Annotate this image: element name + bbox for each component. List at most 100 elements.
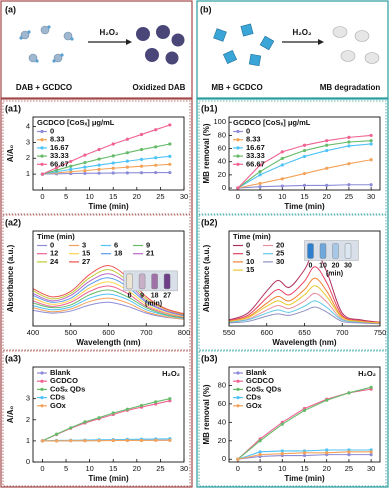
legend-marker (236, 371, 240, 375)
marker (280, 422, 284, 426)
legend-title: Time (min) (233, 232, 271, 241)
marker (302, 143, 307, 147)
marker (111, 161, 115, 165)
marker (369, 158, 373, 162)
schematic-text: MB + GCDCO (211, 83, 262, 92)
x-tick-label: 25 (345, 192, 353, 201)
schematic-text: DAB + GCDCO (16, 83, 72, 92)
marker (258, 173, 262, 177)
marker (347, 453, 351, 457)
legend-label: 33.33 (50, 151, 69, 160)
x-tick-label: 700 (336, 328, 349, 337)
legend-marker (236, 396, 240, 400)
y-tick-label: 0 (222, 454, 226, 463)
degraded-mb (332, 26, 380, 64)
y-axis-label: A/A₀ (6, 405, 15, 423)
marker (302, 453, 307, 458)
marker (69, 159, 73, 164)
marker (302, 183, 307, 187)
mb-molecules (213, 23, 275, 67)
y-tick-label: 4 (26, 122, 30, 131)
marker (302, 154, 307, 159)
y-tick-label: 60 (218, 144, 226, 153)
marker (325, 448, 329, 452)
series-line (32, 273, 185, 316)
legend-label: 0 (246, 126, 250, 135)
marker (97, 416, 101, 420)
marker (168, 154, 172, 158)
legend-marker (236, 154, 240, 158)
legend-title: Time (min) (37, 232, 75, 241)
legend-label: 21 (146, 249, 154, 258)
x-tick-label: 20 (323, 464, 331, 473)
marker (83, 169, 87, 173)
legend-marker (40, 396, 44, 400)
marker (97, 147, 101, 152)
marker (280, 163, 284, 167)
marker (111, 438, 115, 443)
x-tick-label: 15 (300, 192, 308, 201)
inset-label: 18 (151, 293, 159, 300)
marker (258, 181, 262, 186)
marker (280, 150, 284, 154)
x-tick-label: 30 (180, 464, 188, 473)
legend-label: 0 (50, 240, 54, 249)
marker (83, 165, 87, 169)
y-axis-label: MB removal (%) (202, 384, 211, 444)
annotation: H₂O₂ (358, 369, 376, 378)
legend-marker (236, 146, 240, 150)
inset-label: 27 (163, 293, 171, 300)
x-tick-label: 25 (156, 192, 164, 201)
x-tick-label: 10 (85, 464, 93, 473)
legend-label: CDs (246, 393, 261, 402)
y-axis-label: Absorbance (a.u.) (202, 244, 211, 312)
y-tick-label: 20 (218, 170, 226, 179)
marker (139, 147, 144, 152)
marker (369, 142, 373, 146)
legend-marker (236, 129, 240, 134)
frame (196, 0, 389, 99)
marker (168, 162, 172, 166)
x-tick-label: 800 (178, 328, 191, 337)
marker (125, 151, 129, 155)
marker (302, 408, 307, 412)
legend-title: GCDCO [CoSₓ] μg/mL (233, 118, 311, 127)
reagent: H₂O₂ (99, 28, 119, 37)
marker (154, 163, 158, 167)
marker (139, 403, 144, 408)
frame (0, 0, 193, 99)
panel-label: (a1) (5, 103, 21, 113)
x-tick-label: 30 (367, 192, 375, 201)
legend-marker (236, 162, 240, 166)
legend-marker (40, 404, 44, 408)
legend-label: 18 (114, 249, 122, 258)
inset-label: 0 (128, 293, 132, 300)
x-tick-label: 0 (236, 192, 240, 201)
marker (111, 142, 115, 146)
y-tick-label: 40 (218, 157, 226, 166)
marker (83, 171, 87, 175)
marker (154, 400, 158, 404)
gcdco-particles (19, 25, 74, 63)
y-axis-label: Absorbance (a.u.) (6, 244, 15, 312)
vial (319, 243, 327, 259)
x-axis-label: Wavelength (nm) (272, 338, 336, 347)
x-tick-label: 600 (260, 328, 273, 337)
series-line (32, 301, 185, 320)
vial (332, 243, 339, 259)
legend-label: 30 (276, 257, 284, 266)
legend-label: 15 (82, 249, 90, 258)
legend-label: 16.67 (50, 143, 69, 152)
y-tick-label: 3 (26, 137, 30, 146)
marker (154, 438, 158, 442)
legend-marker (40, 138, 44, 142)
x-tick-label: 0 (236, 464, 240, 473)
series-line (228, 266, 381, 323)
legend-label: 0 (246, 240, 250, 249)
x-tick-label: 20 (323, 192, 331, 201)
series-line (32, 269, 185, 315)
y-tick-label: 0 (26, 457, 30, 466)
legend-marker (236, 379, 240, 383)
plot-frame (32, 366, 185, 463)
marker (325, 143, 329, 147)
